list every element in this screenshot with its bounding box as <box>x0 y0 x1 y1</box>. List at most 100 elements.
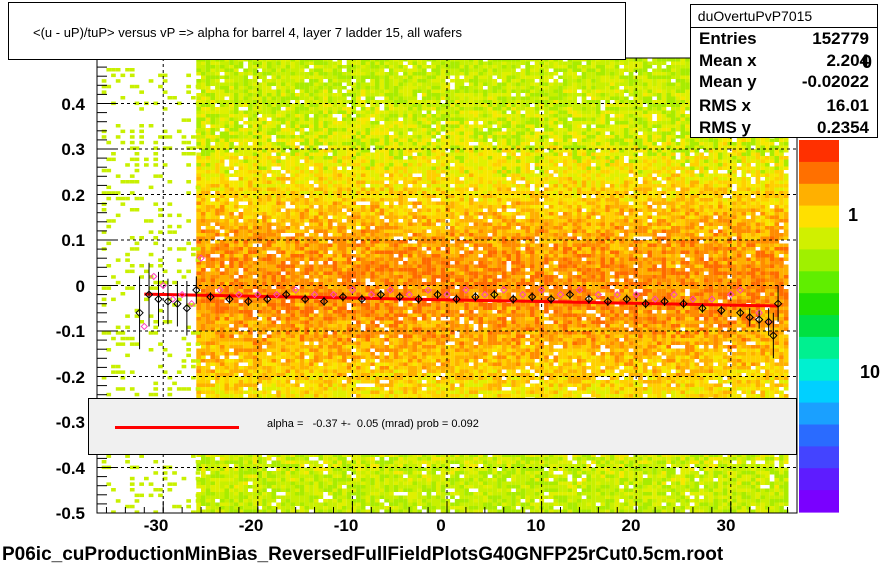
heatmap-cell <box>233 93 239 97</box>
heatmap-cell <box>520 82 526 86</box>
heatmap-cell <box>666 103 671 107</box>
heatmap-cell <box>544 110 549 114</box>
heatmap-cell <box>609 156 615 160</box>
heatmap-cell <box>360 191 366 195</box>
heatmap-cell <box>323 72 328 76</box>
heatmap-cell <box>769 145 775 149</box>
heatmap-cell <box>266 149 272 153</box>
heatmap-cell <box>586 128 592 132</box>
heatmap-cell <box>553 128 559 132</box>
heatmap-cell <box>266 110 272 114</box>
heatmap-cell <box>384 100 389 104</box>
heatmap-cell <box>464 75 469 79</box>
heatmap-cell <box>473 163 479 167</box>
heatmap-cell <box>229 100 234 104</box>
heatmap-cell <box>299 75 305 79</box>
heatmap-cell <box>440 82 446 86</box>
heatmap-cell <box>567 145 573 149</box>
heatmap-cell <box>558 103 563 107</box>
heatmap-cell <box>276 177 281 181</box>
heatmap-cell <box>201 149 206 153</box>
heatmap-cell <box>703 194 709 198</box>
heatmap-cell <box>609 110 615 114</box>
heatmap-cell <box>238 163 244 167</box>
heatmap-cell <box>671 114 676 118</box>
heatmap-cell <box>595 166 601 170</box>
heatmap-cell <box>506 198 512 202</box>
heatmap-cell <box>309 68 314 72</box>
heatmap-cell <box>450 107 455 111</box>
heatmap-cell <box>454 89 460 93</box>
heatmap-cell <box>436 72 441 76</box>
heatmap-cell <box>633 170 639 174</box>
heatmap-cell <box>224 142 230 146</box>
heatmap-cell <box>666 114 671 118</box>
heatmap-cell <box>741 191 747 195</box>
heatmap-cell <box>511 173 516 177</box>
heatmap-cell <box>511 124 516 128</box>
heatmap-cell <box>652 170 657 174</box>
heatmap-cell <box>332 110 338 114</box>
heatmap-cell <box>360 177 366 181</box>
heatmap-cell <box>224 145 230 149</box>
heatmap-cell <box>215 79 220 83</box>
heatmap-cell <box>356 96 361 100</box>
heatmap-cell <box>628 117 634 121</box>
heatmap-cell <box>431 187 436 191</box>
heatmap-cell <box>515 82 521 86</box>
heatmap-cell <box>666 187 671 191</box>
heatmap-cell <box>370 114 375 118</box>
heatmap-cell <box>600 159 606 163</box>
heatmap-cell <box>572 152 577 156</box>
heatmap-cell <box>506 145 512 149</box>
heatmap-cell <box>708 177 714 181</box>
heatmap-cell <box>572 166 577 170</box>
heatmap-cell <box>619 79 624 83</box>
heatmap-cell <box>713 184 718 188</box>
heatmap-cell <box>708 180 714 184</box>
heatmap-cell <box>656 121 662 125</box>
heatmap-cell <box>389 75 394 79</box>
heatmap-cell <box>384 191 389 195</box>
heatmap-cell <box>210 68 216 72</box>
heatmap-cell <box>290 79 295 83</box>
heatmap-cell <box>403 93 408 97</box>
heatmap-cell <box>257 96 263 100</box>
heatmap-cell <box>553 93 559 97</box>
heatmap-cell <box>619 184 624 188</box>
heatmap-cell <box>760 184 765 188</box>
heatmap-cell <box>318 96 324 100</box>
heatmap-cell <box>276 184 281 188</box>
heatmap-cell <box>342 114 347 118</box>
heatmap-cell <box>346 135 352 139</box>
heatmap-cell <box>515 194 521 198</box>
heatmap-cell <box>252 114 258 118</box>
heatmap-cell <box>464 191 469 195</box>
heatmap-cell <box>647 89 653 93</box>
heatmap-cell <box>544 82 549 86</box>
heatmap-cell <box>694 201 700 205</box>
heatmap-cell <box>468 170 474 174</box>
heatmap-cell <box>600 177 606 181</box>
heatmap-cell <box>440 124 446 128</box>
heatmap-cell <box>337 68 342 72</box>
heatmap-cell <box>445 184 451 188</box>
heatmap-cell <box>374 187 380 191</box>
heatmap-cell <box>332 170 338 174</box>
heatmap-cell <box>562 191 568 195</box>
heatmap-cell <box>586 170 592 174</box>
heatmap-cell <box>483 191 488 195</box>
heatmap-cell <box>666 138 671 142</box>
heatmap-cell <box>229 124 234 128</box>
heatmap-cell <box>680 131 686 135</box>
heatmap-cell <box>501 96 507 100</box>
heatmap-cell <box>520 61 526 65</box>
heatmap-cell <box>652 124 657 128</box>
heatmap-cell <box>295 187 300 191</box>
heatmap-cell <box>741 177 747 181</box>
heatmap-cell <box>760 198 765 202</box>
heatmap-cell <box>647 191 653 195</box>
heatmap-cell <box>323 180 328 184</box>
heatmap-cell <box>567 201 573 205</box>
heatmap-cell <box>248 166 253 170</box>
